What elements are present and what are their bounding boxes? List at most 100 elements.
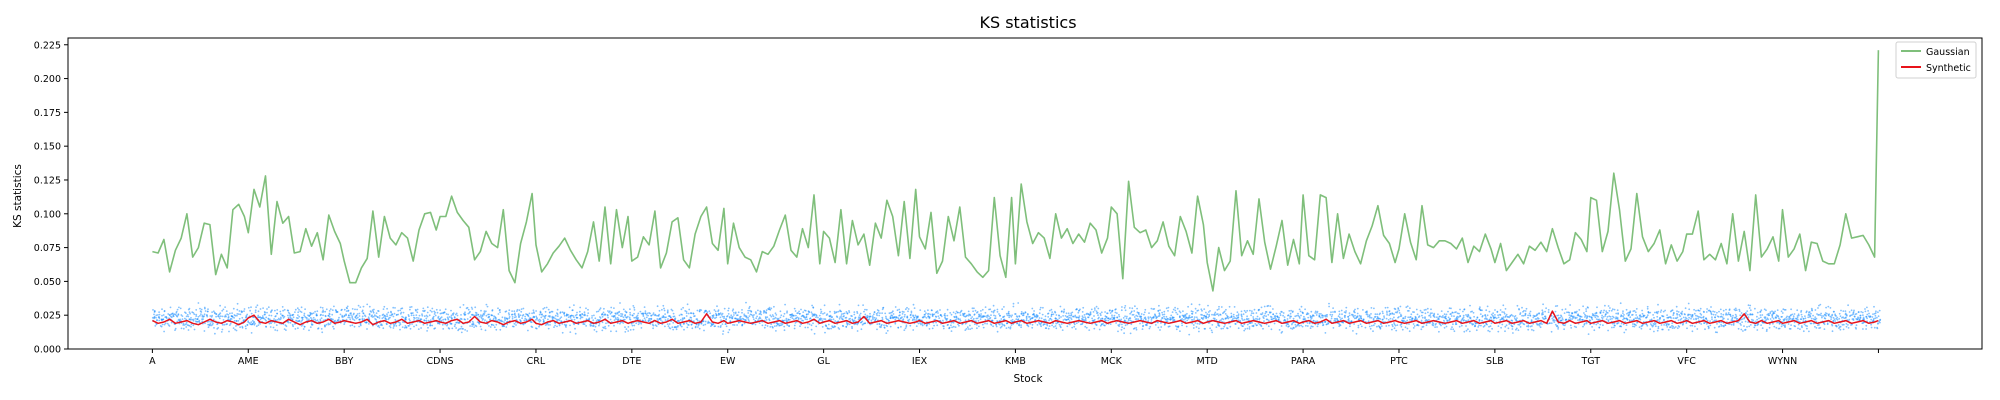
scatter-point bbox=[1095, 305, 1098, 308]
scatter-point bbox=[972, 317, 975, 320]
scatter-point bbox=[348, 316, 351, 319]
scatter-point bbox=[1524, 313, 1527, 316]
scatter-point bbox=[1615, 316, 1617, 318]
scatter-point bbox=[312, 319, 315, 321]
scatter-point bbox=[1039, 323, 1042, 326]
scatter-point bbox=[223, 323, 226, 326]
scatter-point bbox=[468, 311, 471, 314]
scatter-point bbox=[1539, 326, 1542, 329]
scatter-point bbox=[1532, 329, 1535, 332]
scatter-point bbox=[1118, 323, 1121, 326]
scatter-point bbox=[235, 325, 237, 327]
scatter-point bbox=[158, 311, 161, 313]
scatter-point bbox=[715, 312, 717, 315]
scatter-point bbox=[955, 318, 958, 321]
scatter-point bbox=[1267, 304, 1270, 307]
scatter-point bbox=[1059, 305, 1062, 308]
scatter-point bbox=[791, 315, 793, 317]
scatter-point bbox=[522, 323, 525, 326]
scatter-point bbox=[544, 314, 547, 317]
scatter-point bbox=[1510, 313, 1513, 316]
scatter-point bbox=[556, 315, 559, 317]
scatter-point bbox=[210, 324, 213, 327]
scatter-point bbox=[686, 303, 689, 306]
scatter-point bbox=[1318, 313, 1321, 315]
scatter-point bbox=[633, 306, 636, 309]
scatter-point bbox=[1208, 313, 1211, 316]
scatter-point bbox=[1471, 310, 1473, 313]
scatter-point bbox=[1552, 319, 1555, 322]
scatter-point bbox=[297, 311, 300, 314]
scatter-point bbox=[769, 309, 772, 311]
scatter-point bbox=[995, 325, 998, 328]
scatter-point bbox=[573, 316, 575, 319]
scatter-point bbox=[427, 326, 429, 329]
scatter-point bbox=[161, 323, 164, 326]
scatter-point bbox=[1515, 319, 1517, 322]
scatter-point bbox=[838, 303, 841, 306]
scatter-point bbox=[1121, 306, 1123, 308]
scatter-point bbox=[598, 324, 600, 327]
scatter-point bbox=[1286, 318, 1289, 320]
scatter-point bbox=[1459, 315, 1462, 318]
scatter-point bbox=[806, 322, 809, 325]
scatter-point bbox=[471, 320, 474, 323]
scatter-point bbox=[1141, 328, 1144, 330]
scatter-point bbox=[607, 324, 610, 327]
scatter-point bbox=[913, 318, 916, 321]
scatter-point bbox=[1249, 309, 1251, 312]
scatter-point bbox=[1391, 325, 1394, 328]
scatter-point bbox=[899, 314, 901, 316]
scatter-point bbox=[185, 323, 187, 326]
scatter-point bbox=[1107, 319, 1110, 322]
scatter-point bbox=[1147, 316, 1150, 318]
scatter-point bbox=[848, 311, 851, 314]
scatter-point bbox=[168, 325, 171, 327]
scatter-point bbox=[881, 318, 884, 321]
scatter-point bbox=[1515, 328, 1517, 331]
scatter-point bbox=[971, 307, 974, 310]
scatter-point bbox=[367, 316, 370, 319]
scatter-point bbox=[1054, 310, 1056, 313]
scatter-point bbox=[1359, 323, 1362, 326]
scatter-point bbox=[1730, 323, 1733, 326]
scatter-point bbox=[565, 324, 568, 326]
scatter-point bbox=[1391, 318, 1394, 320]
scatter-point bbox=[1639, 315, 1642, 318]
scatter-point bbox=[446, 324, 448, 327]
scatter-point bbox=[273, 318, 275, 320]
scatter-point bbox=[158, 317, 161, 320]
scatter-point bbox=[1385, 317, 1388, 320]
scatter-point bbox=[409, 323, 411, 326]
scatter-point bbox=[1372, 324, 1375, 327]
scatter-point bbox=[657, 323, 660, 326]
scatter-point bbox=[399, 323, 402, 326]
scatter-point bbox=[522, 307, 525, 310]
synthetic-samples-scatter bbox=[151, 301, 1882, 336]
scatter-point bbox=[1093, 315, 1095, 317]
scatter-point bbox=[276, 318, 279, 321]
scatter-point bbox=[1610, 309, 1613, 312]
scatter-point bbox=[754, 320, 757, 322]
scatter-point bbox=[984, 315, 986, 318]
scatter-point bbox=[1733, 316, 1736, 319]
scatter-point bbox=[689, 312, 692, 314]
scatter-point bbox=[678, 314, 681, 317]
scatter-point bbox=[766, 325, 769, 327]
scatter-point bbox=[1402, 320, 1404, 323]
scatter-point bbox=[1691, 315, 1694, 318]
scatter-point bbox=[1455, 321, 1457, 324]
scatter-point bbox=[1181, 322, 1183, 325]
scatter-point bbox=[910, 316, 912, 319]
scatter-point bbox=[708, 310, 711, 313]
scatter-point bbox=[1450, 315, 1453, 317]
scatter-point bbox=[1192, 324, 1195, 326]
scatter-point bbox=[1490, 322, 1493, 325]
scatter-point bbox=[1615, 312, 1618, 315]
scatter-point bbox=[807, 326, 809, 329]
scatter-point bbox=[606, 314, 609, 317]
scatter-point bbox=[894, 318, 897, 321]
scatter-point bbox=[681, 313, 683, 316]
scatter-point bbox=[168, 314, 171, 317]
scatter-point bbox=[599, 316, 601, 318]
